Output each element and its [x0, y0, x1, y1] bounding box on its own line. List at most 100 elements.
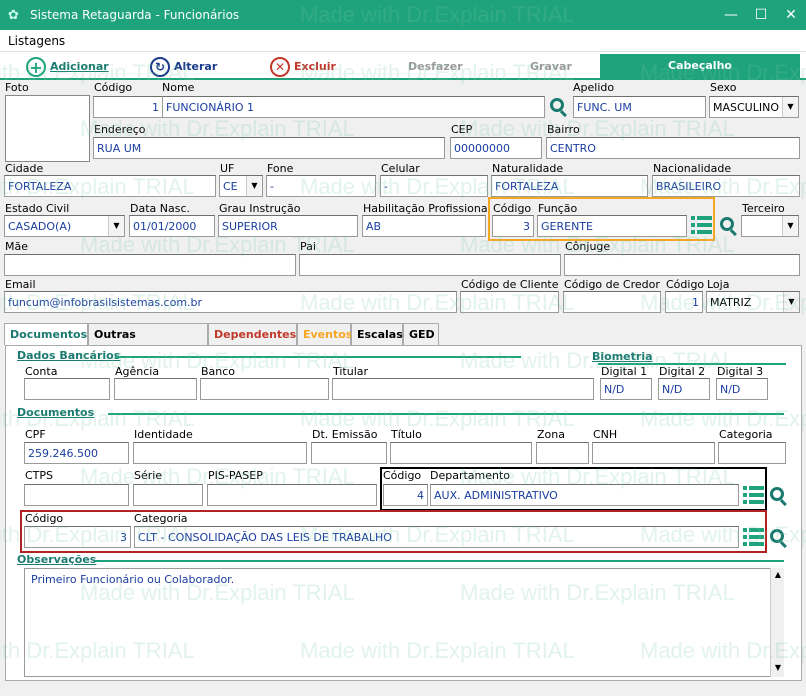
- cod-credor-field[interactable]: [563, 291, 661, 313]
- scroll-up-icon[interactable]: ▲: [774, 570, 782, 579]
- dados-bancarios-title: Dados Bancários: [17, 349, 121, 362]
- nome-field[interactable]: FUNCIONÁRIO 1: [162, 96, 545, 118]
- adicionar-button[interactable]: + Adicionar: [26, 56, 109, 78]
- cnh-field[interactable]: [592, 442, 715, 464]
- cabecalho-tab[interactable]: Cabeçalho: [600, 54, 800, 78]
- mae-field[interactable]: [4, 254, 296, 276]
- identidade-field[interactable]: [133, 442, 307, 464]
- search-icon[interactable]: [549, 97, 569, 118]
- categoria-field[interactable]: CLT - CONSOLIDAÇÃO DAS LEIS DE TRABALHO: [134, 526, 739, 548]
- search-icon[interactable]: [719, 216, 739, 237]
- biometria-title: Biometria: [592, 350, 653, 363]
- naturalidade-label: Naturalidade: [492, 162, 564, 175]
- loja-codigo-label: Código: [666, 278, 705, 291]
- tab-eventos[interactable]: Eventos: [297, 323, 352, 345]
- conta-field[interactable]: [24, 378, 110, 400]
- grau-field[interactable]: SUPERIOR: [218, 215, 358, 237]
- tab-outras-informacoes[interactable]: Outras Informações: [88, 323, 208, 363]
- digital2-field[interactable]: N/D: [658, 378, 710, 400]
- departamento-field[interactable]: AUX. ADMINISTRATIVO: [430, 484, 739, 506]
- cpf-label: CPF: [25, 428, 46, 441]
- conta-label: Conta: [25, 365, 58, 378]
- banco-field[interactable]: [200, 378, 329, 400]
- excluir-button[interactable]: ✕ Excluir: [270, 56, 336, 78]
- divider: [108, 413, 784, 415]
- endereco-label: Endereço: [94, 123, 146, 136]
- codigo-label: Código: [94, 81, 133, 94]
- ctps-field[interactable]: [24, 484, 129, 506]
- terceiro-select[interactable]: ▼: [741, 215, 799, 237]
- digital3-label: Digital 3: [717, 365, 764, 378]
- emissao-field[interactable]: [311, 442, 387, 464]
- apelido-field[interactable]: FUNC. UM: [573, 96, 706, 118]
- search-icon[interactable]: [769, 528, 789, 549]
- sexo-select[interactable]: MASCULINO ▼: [709, 96, 799, 118]
- naturalidade-field[interactable]: FORTALEZA: [491, 175, 648, 197]
- scroll-down-icon[interactable]: ▼: [774, 663, 782, 672]
- list-icon[interactable]: [743, 486, 765, 506]
- divider: [115, 356, 521, 358]
- conjuge-field[interactable]: [564, 254, 800, 276]
- list-icon[interactable]: [743, 528, 765, 548]
- depto-codigo-field[interactable]: 4: [383, 484, 428, 506]
- titular-field[interactable]: [332, 378, 594, 400]
- delete-icon: ✕: [270, 57, 290, 77]
- agencia-field[interactable]: [114, 378, 197, 400]
- pai-field[interactable]: [299, 254, 561, 276]
- tab-escalas[interactable]: Escalas: [351, 323, 403, 345]
- funcao-codigo-field[interactable]: 3: [492, 215, 534, 237]
- alterar-button[interactable]: ↻ Alterar: [150, 56, 217, 78]
- tab-dependentes[interactable]: Dependentes: [208, 323, 297, 345]
- uf-select[interactable]: CE ▼: [219, 175, 263, 197]
- uf-label: UF: [220, 162, 235, 175]
- window-title: Sistema Retaguarda - Funcionários: [30, 8, 240, 22]
- tab-ged[interactable]: GED: [403, 323, 439, 345]
- habilitacao-field[interactable]: AB: [362, 215, 486, 237]
- digital1-field[interactable]: N/D: [600, 378, 652, 400]
- bairro-field[interactable]: CENTRO: [546, 137, 800, 159]
- cpf-field[interactable]: 259.246.500: [24, 442, 129, 464]
- funcao-field[interactable]: GERENTE: [537, 215, 687, 237]
- loja-codigo-field[interactable]: 1: [665, 291, 703, 313]
- desfazer-button[interactable]: Desfazer: [408, 60, 463, 73]
- edit-icon: ↻: [150, 57, 170, 77]
- digital3-field[interactable]: N/D: [716, 378, 768, 400]
- cat-codigo-field[interactable]: 3: [24, 526, 131, 548]
- vertical-scrollbar[interactable]: ▲ ▼: [770, 568, 784, 677]
- observacoes-textarea[interactable]: Primeiro Funcionário ou Colaborador.: [24, 568, 784, 677]
- endereco-field[interactable]: RUA UM: [93, 137, 445, 159]
- cidade-field[interactable]: FORTALEZA: [4, 175, 216, 197]
- nacionalidade-field[interactable]: BRASILEIRO: [652, 175, 800, 197]
- search-icon[interactable]: [769, 486, 789, 507]
- codigo-field[interactable]: 1: [93, 96, 163, 118]
- menu-listagens[interactable]: Listagens: [8, 34, 66, 48]
- pis-field[interactable]: [207, 484, 377, 506]
- mae-label: Mãe: [5, 240, 28, 253]
- categoria-label: Categoria: [134, 512, 188, 525]
- gravar-button[interactable]: Gravar: [530, 60, 572, 73]
- observacoes-title: Observações: [17, 553, 97, 566]
- estado-civil-select[interactable]: CASADO(A) ▼: [4, 215, 125, 237]
- list-icon[interactable]: [691, 216, 713, 236]
- close-window-button[interactable]: ✕: [785, 7, 797, 23]
- banco-label: Banco: [201, 365, 236, 378]
- categoria-cnh-field[interactable]: [718, 442, 786, 464]
- apelido-label: Apelido: [573, 81, 615, 94]
- email-field[interactable]: funcum@infobrasilsistemas.com.br: [4, 291, 457, 313]
- tab-documentos[interactable]: Documentos: [4, 323, 88, 345]
- cep-label: CEP: [451, 123, 473, 136]
- fone-field[interactable]: -: [266, 175, 376, 197]
- titulo-field[interactable]: [390, 442, 532, 464]
- cep-field[interactable]: 00000000: [450, 137, 542, 159]
- cod-cliente-field[interactable]: [460, 291, 559, 313]
- data-nasc-field[interactable]: 01/01/2000: [129, 215, 215, 237]
- photo-box[interactable]: [5, 95, 90, 162]
- minimize-button[interactable]: —: [724, 7, 738, 23]
- grau-label: Grau Instrução: [219, 202, 301, 215]
- loja-select[interactable]: MATRIZ ▼: [706, 291, 800, 313]
- loja-label: Loja: [707, 278, 730, 291]
- celular-field[interactable]: -: [380, 175, 488, 197]
- serie-field[interactable]: [133, 484, 203, 506]
- maximize-button[interactable]: ☐: [754, 7, 768, 23]
- zona-field[interactable]: [536, 442, 589, 464]
